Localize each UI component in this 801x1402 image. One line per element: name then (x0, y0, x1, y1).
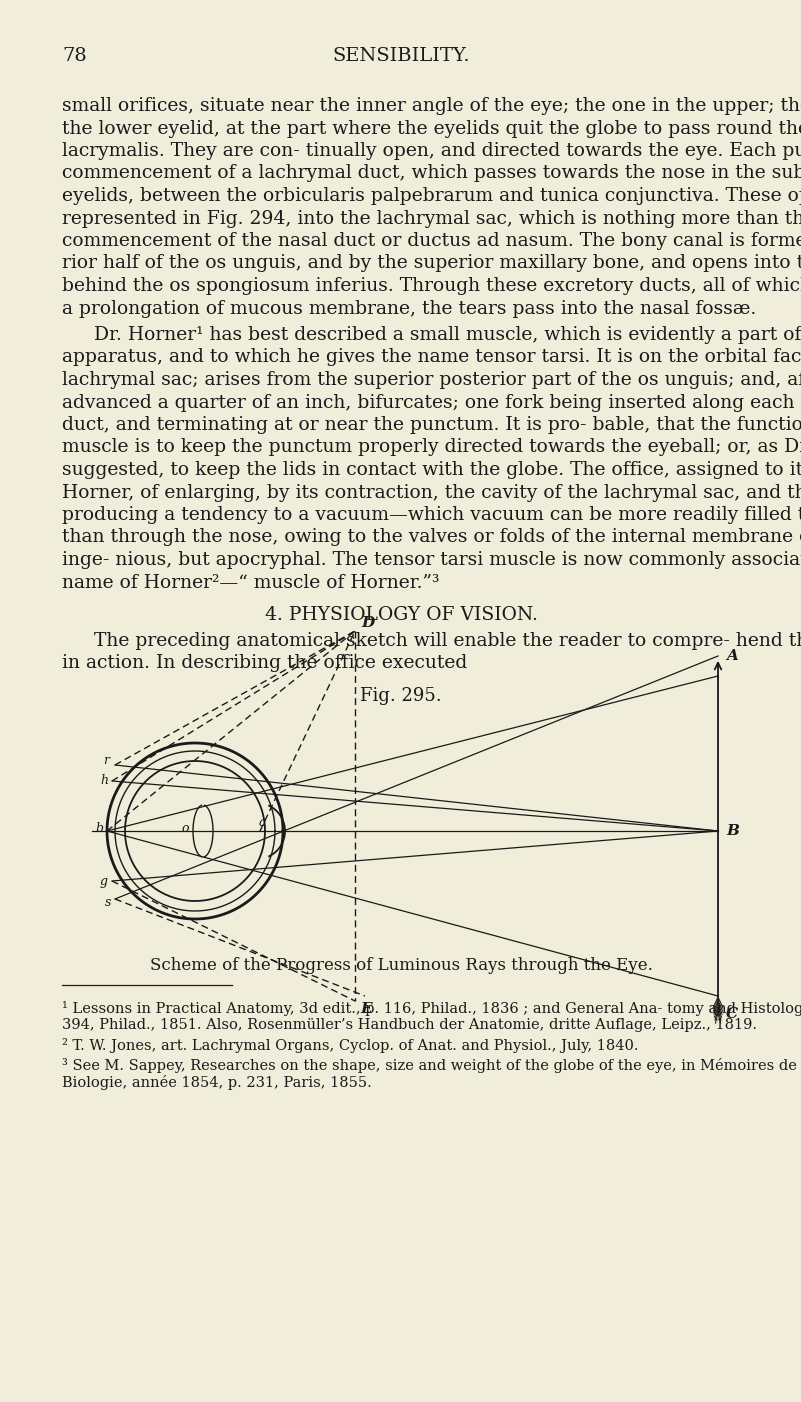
Text: than through the nose, owing to the valves or folds of the internal membrane of : than through the nose, owing to the valv… (62, 529, 801, 547)
Text: ¹ Lessons in Practical Anatomy, 3d edit., p. 116, Philad., 1836 ; and General An: ¹ Lessons in Practical Anatomy, 3d edit.… (62, 1001, 801, 1016)
Text: ³ See M. Sappey, Researches on the shape, size and weight of the globe of the ey: ³ See M. Sappey, Researches on the shape… (62, 1059, 801, 1073)
Text: b: b (95, 823, 103, 836)
Text: ² T. W. Jones, art. Lachrymal Organs, Cyclop. of Anat. and Physiol., July, 1840.: ² T. W. Jones, art. Lachrymal Organs, Cy… (62, 1037, 638, 1053)
Text: lacrymalis. They are con- tinually open, and directed towards the eye. Each punc: lacrymalis. They are con- tinually open,… (62, 142, 801, 160)
Text: small orifices, situate near the inner angle of the eye; the one in the upper; t: small orifices, situate near the inner a… (62, 97, 801, 115)
Text: Scheme of the Progress of Luminous Rays through the Eye.: Scheme of the Progress of Luminous Rays … (150, 958, 653, 974)
Text: duct, and terminating at or near the punctum. It is pro- bable, that the functio: duct, and terminating at or near the pun… (62, 416, 801, 435)
Text: SENSIBILITY.: SENSIBILITY. (332, 48, 470, 64)
Text: h: h (100, 774, 108, 788)
Text: B: B (726, 824, 739, 838)
Text: represented in Fig. 294, into the lachrymal sac, which is nothing more than the: represented in Fig. 294, into the lachry… (62, 209, 801, 227)
Text: producing a tendency to a vacuum—which vacuum can be more readily filled through: producing a tendency to a vacuum—which v… (62, 506, 801, 524)
Text: eyelids, between the orbicularis palpebrarum and tunica conjunctiva. These open,: eyelids, between the orbicularis palpebr… (62, 186, 801, 205)
Text: A: A (726, 649, 738, 663)
Text: inge- nious, but apocryphal. The tensor tarsi muscle is now commonly associated : inge- nious, but apocryphal. The tensor … (62, 551, 801, 569)
Text: Biologie, année 1854, p. 231, Paris, 1855.: Biologie, année 1854, p. 231, Paris, 185… (62, 1075, 372, 1089)
Text: commencement of a lachrymal duct, which passes towards the nose in the substance: commencement of a lachrymal duct, which … (62, 164, 801, 182)
Text: 4. PHYSIOLOGY OF VISION.: 4. PHYSIOLOGY OF VISION. (264, 606, 537, 624)
Text: E: E (360, 1002, 372, 1016)
Text: suggested, to keep the lids in contact with the globe. The office, assigned to i: suggested, to keep the lids in contact w… (62, 461, 801, 479)
Text: r: r (103, 754, 109, 767)
Text: s: s (105, 896, 111, 910)
Text: name of Horner²—“ muscle of Horner.”³: name of Horner²—“ muscle of Horner.”³ (62, 573, 440, 592)
Text: rior half of the os unguis, and by the superior maxillary bone, and opens into t: rior half of the os unguis, and by the s… (62, 255, 801, 272)
Text: advanced a quarter of an inch, bifurcates; one fork being inserted along each la: advanced a quarter of an inch, bifurcate… (62, 394, 801, 412)
Text: commencement of the nasal duct or ductus ad nasum. The bony canal is formed by t: commencement of the nasal duct or ductus… (62, 231, 801, 250)
Text: Dr. Horner¹ has best described a small muscle, which is evidently a part of the : Dr. Horner¹ has best described a small m… (94, 327, 801, 343)
Text: D: D (361, 615, 374, 629)
Text: C: C (726, 1007, 739, 1021)
Text: in action. In describing the office executed: in action. In describing the office exec… (62, 655, 467, 673)
Text: apparatus, and to which he gives the name tensor tarsi. It is on the orbital fac: apparatus, and to which he gives the nam… (62, 349, 801, 366)
Text: muscle is to keep the punctum properly directed towards the eyeball; or, as Dr. : muscle is to keep the punctum properly d… (62, 439, 801, 457)
Text: behind the os spongiosum inferius. Through these excretory ducts, all of which a: behind the os spongiosum inferius. Throu… (62, 278, 801, 294)
Text: 78: 78 (62, 48, 87, 64)
Text: 394, Philad., 1851. Also, Rosenmüller’s Handbuch der Anatomie, dritte Auflage, L: 394, Philad., 1851. Also, Rosenmüller’s … (62, 1018, 757, 1032)
Text: Horner, of enlarging, by its contraction, the cavity of the lachrymal sac, and t: Horner, of enlarging, by its contraction… (62, 484, 801, 502)
Text: The preceding anatomical sketch will enable the reader to compre- hend this impo: The preceding anatomical sketch will ena… (94, 632, 801, 651)
Text: Fig. 295.: Fig. 295. (360, 687, 442, 705)
Text: g: g (100, 875, 108, 887)
Text: a prolongation of mucous membrane, the tears pass into the nasal fossæ.: a prolongation of mucous membrane, the t… (62, 300, 756, 317)
Text: a: a (258, 816, 266, 830)
Text: lachrymal sac; arises from the superior posterior part of the os unguis; and, af: lachrymal sac; arises from the superior … (62, 372, 801, 388)
Text: the lower eyelid, at the part where the eyelids quit the globe to pass round the: the lower eyelid, at the part where the … (62, 119, 801, 137)
Text: o: o (181, 822, 189, 834)
